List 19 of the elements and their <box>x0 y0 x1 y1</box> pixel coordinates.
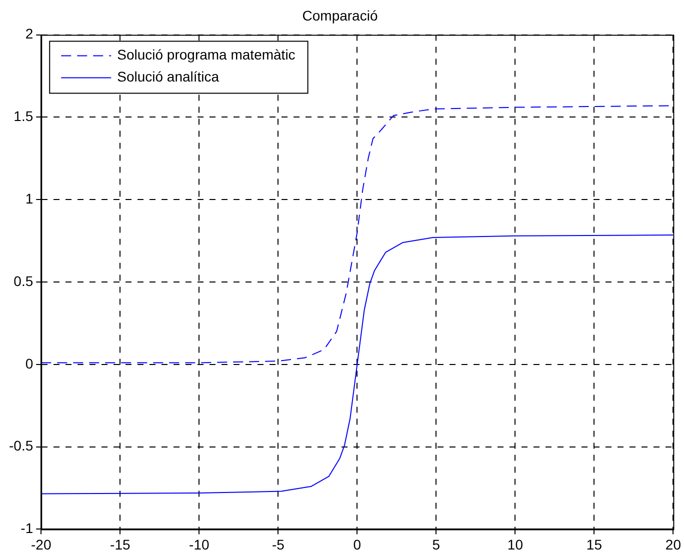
x-tick-label: -10 <box>189 536 210 552</box>
y-tick-label: 1.5 <box>14 108 34 124</box>
x-tick-label: -20 <box>31 536 52 552</box>
x-tick-label: -5 <box>272 536 285 552</box>
x-tick-label: 0 <box>353 536 362 552</box>
y-tick-label: 0.5 <box>14 272 34 289</box>
x-tick-label: 15 <box>586 536 602 552</box>
x-tick-label: 5 <box>432 536 440 552</box>
x-tick-label: -15 <box>110 536 130 552</box>
y-tick-label: 0 <box>25 355 34 372</box>
chart-title: Comparació <box>302 7 378 24</box>
x-tick-label: 10 <box>507 536 524 552</box>
y-tick-label: -0.5 <box>9 438 34 454</box>
y-tick-label: 1 <box>25 190 34 206</box>
x-tick-label: 20 <box>665 536 682 552</box>
legend-label: Solució analítica <box>117 68 220 85</box>
y-tick-label: 2 <box>25 26 34 42</box>
y-tick-label: -1 <box>20 520 34 536</box>
legend-label: Solució programa matemàtic <box>117 46 296 63</box>
